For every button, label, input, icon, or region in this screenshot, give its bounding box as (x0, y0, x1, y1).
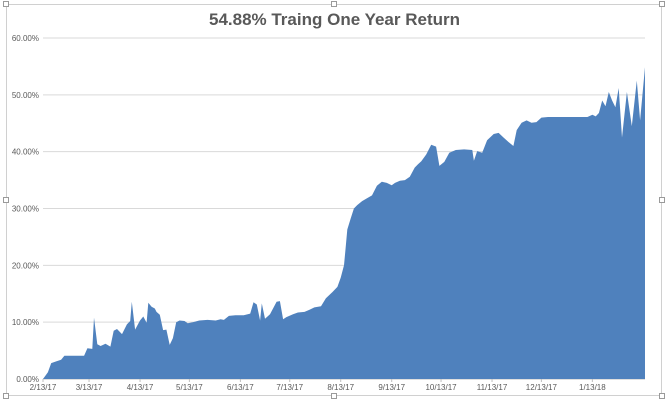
return-area-series (43, 67, 645, 379)
y-tick-label: 50.00% (12, 91, 39, 100)
y-tick-label: 20.00% (12, 261, 39, 270)
resize-handle-top[interactable] (331, 1, 337, 7)
resize-handle-right[interactable] (659, 197, 665, 203)
resize-handle-bottom-right[interactable] (659, 393, 665, 399)
x-tick-label: 9/13/17 (378, 383, 405, 392)
resize-handle-top-left[interactable] (3, 1, 9, 7)
y-tick-label: 30.00% (12, 205, 39, 214)
x-tick-label: 7/13/17 (276, 383, 303, 392)
x-axis: 2/13/17 3/13/17 4/13/17 5/13/17 6/13/17 7/13/… (30, 379, 606, 392)
x-tick-label: 10/13/17 (425, 383, 457, 392)
x-tick-label: 4/13/17 (127, 383, 154, 392)
x-tick-label: 11/13/17 (477, 383, 508, 392)
x-tick-label: 3/13/17 (76, 383, 103, 392)
resize-handle-top-right[interactable] (659, 1, 665, 7)
x-tick-label: 12/13/17 (526, 383, 558, 392)
y-tick-label: 0.00% (16, 375, 39, 384)
y-tick-label: 40.00% (12, 148, 39, 157)
y-axis: 0.00% 10.00% 20.00% 30.00% 40.00% 50.00% 60.00… (12, 34, 39, 384)
x-tick-label: 2/13/17 (30, 383, 57, 392)
chart-title: 54.88% Traing One Year Return (208, 10, 460, 29)
x-tick-label: 1/13/18 (579, 383, 606, 392)
resize-handle-bottom[interactable] (331, 393, 337, 399)
x-tick-label: 5/13/17 (176, 383, 203, 392)
y-tick-label: 60.00% (12, 34, 39, 43)
x-tick-label: 6/13/17 (227, 383, 254, 392)
x-tick-label: 8/13/17 (327, 383, 354, 392)
resize-handle-bottom-left[interactable] (3, 393, 9, 399)
y-tick-label: 10.00% (12, 318, 39, 327)
plot-area (43, 67, 645, 379)
resize-handle-left[interactable] (3, 197, 9, 203)
